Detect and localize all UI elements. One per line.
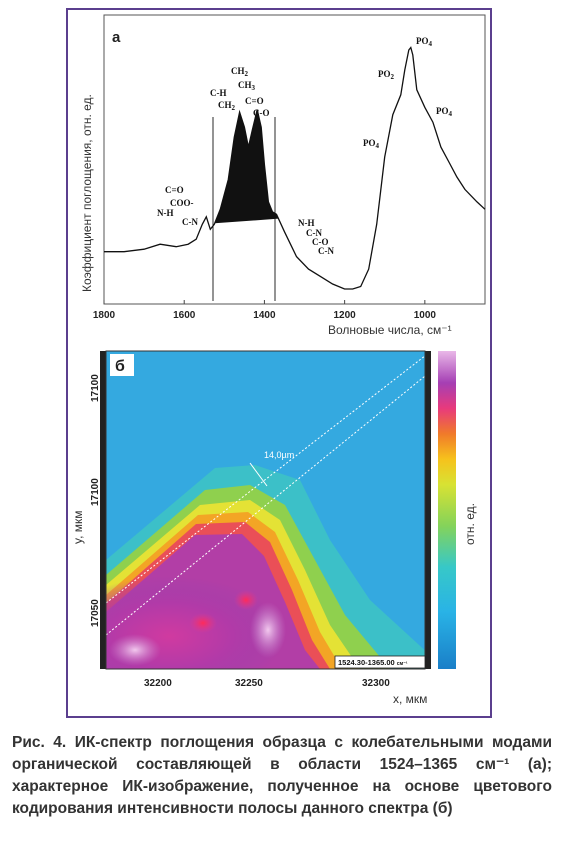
ann-c-o-mid: C=O: [245, 96, 264, 106]
scale-bar: [249, 462, 268, 487]
colorbar-label: отн. ед.: [463, 503, 477, 545]
map-xlabel: x, мкм: [393, 692, 427, 706]
ann-po2: PO2: [378, 69, 395, 81]
y-tick-2: 17100: [90, 478, 101, 506]
range-text: 1524.30-1365.00 см⁻¹: [338, 658, 408, 667]
ann-coo: COO-: [170, 198, 194, 208]
spectrum-xlabel: Волновые числа, см⁻¹: [328, 323, 452, 337]
ann-ch: C-H: [210, 88, 227, 98]
ann-po4-top: PO4: [416, 36, 433, 48]
caption-text: Рис. 4. ИК-спектр поглощения образца с к…: [12, 734, 552, 817]
panel-b-letter-box: [110, 354, 134, 376]
panel-b-letter: б: [115, 358, 125, 375]
x-tick-label: 1400: [253, 310, 276, 321]
x-tick-label: 1800: [93, 310, 116, 321]
y-tick-3: 17050: [90, 599, 101, 627]
ann-cn-right: C-N: [306, 228, 322, 238]
ann-co-right: C-O: [312, 237, 329, 247]
ann-nh-left: N-H: [157, 208, 174, 218]
spectrum-x-ticks: 1800 1600 1400 1200 1000: [93, 300, 437, 321]
ann-c-o-left: C=O: [165, 185, 184, 195]
x-tick-1: 32200: [144, 678, 172, 689]
ann-po4-a: PO4: [363, 138, 380, 150]
scale-label: 14,0µm: [264, 450, 294, 460]
ann-co-mid: C-O: [253, 108, 270, 118]
spectrum-line: [104, 46, 486, 290]
map-right-edge: [425, 351, 431, 669]
spectrum-plot-area: [103, 14, 486, 305]
range-box: [334, 655, 426, 669]
x-tick-2: 32250: [235, 678, 263, 689]
ir-heatmap: [106, 351, 430, 669]
ann-cn-left: C-N: [182, 217, 198, 227]
ann-cn-right2: C-N: [318, 246, 334, 256]
x-tick-3: 32300: [362, 678, 390, 689]
colorbar: [438, 351, 456, 669]
spectrum-ylabel: Коэффициент поглощения, отн. ед.: [80, 94, 94, 292]
panel-a-letter: а: [112, 29, 121, 46]
spectrum-chart: а Коэффициент поглощения, отн. ед. 1800 1…: [80, 14, 486, 337]
ann-nh-right: N-H: [298, 218, 315, 228]
figure-frame: [66, 8, 492, 718]
x-tick-label: 1600: [173, 310, 196, 321]
shaded-band: [214, 109, 279, 224]
map-left-edge: [100, 351, 106, 669]
ann-ch2-top: CH2: [231, 66, 249, 78]
y-tick-1: 17100: [90, 374, 101, 402]
ann-po4-right: PO4: [436, 106, 453, 118]
ir-image-panel: б 14,0µm 1524.30-1365.00 см⁻¹ отн. ед. 17…: [71, 350, 477, 706]
ann-ch2-b: CH2: [218, 100, 236, 112]
x-tick-label: 1000: [414, 310, 437, 321]
x-tick-label: 1200: [334, 310, 357, 321]
map-ylabel: y, мкм: [71, 510, 85, 544]
ann-ch3: CH3: [238, 80, 256, 92]
figure-caption: Рис. 4. ИК-спектр поглощения образца с к…: [12, 732, 552, 820]
